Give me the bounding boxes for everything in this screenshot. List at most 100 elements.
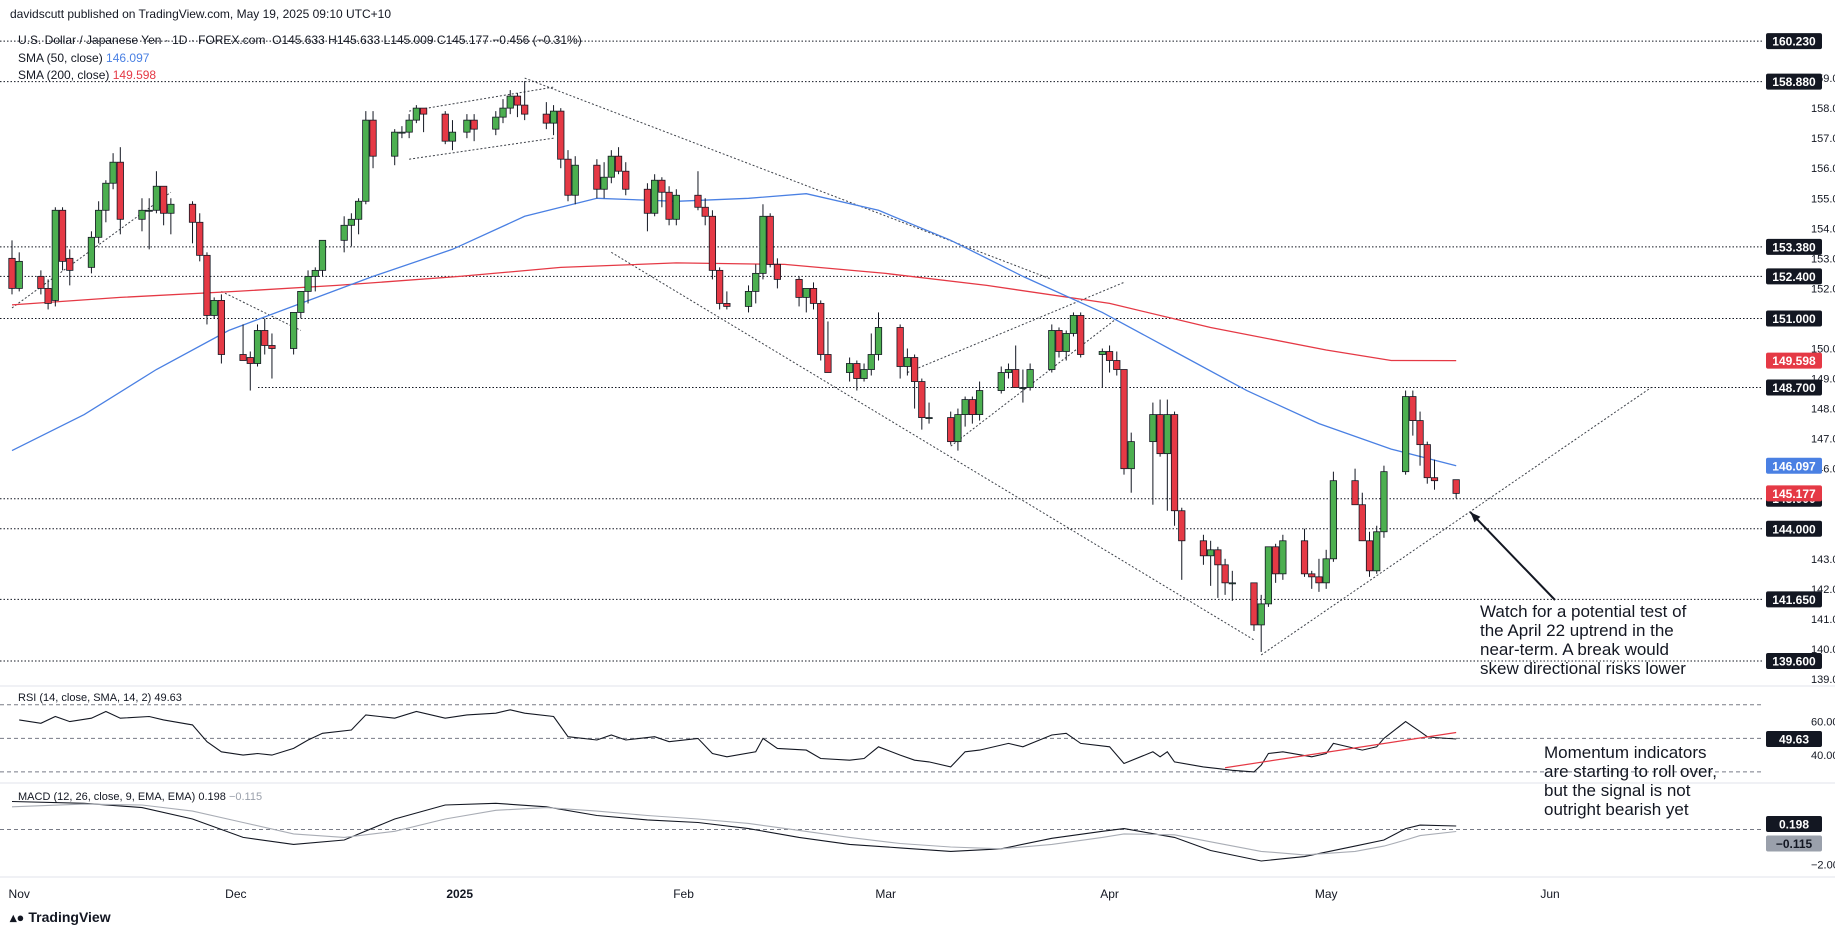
candle-body: [506, 95, 514, 109]
candle: [1012, 345, 1020, 388]
candle-body: [102, 182, 110, 211]
candle: [196, 213, 204, 262]
candle-body: [340, 224, 348, 241]
trendline: [950, 318, 1118, 447]
candle: [15, 252, 23, 292]
candle-body: [253, 330, 262, 364]
candle: [1416, 411, 1424, 466]
candle: [896, 324, 904, 379]
level-badge-text: 144.000: [1772, 522, 1816, 536]
candle: [716, 267, 724, 310]
price-badge: 145.177: [1766, 485, 1822, 502]
candle: [1149, 402, 1157, 505]
macd-signal-line: [11, 803, 1457, 856]
candle-body: [1163, 414, 1171, 455]
price-badge-bg: [1766, 457, 1822, 474]
candle-body: [145, 209, 153, 212]
trendline: [1260, 387, 1652, 656]
candle: [340, 216, 348, 253]
candle-body: [752, 272, 760, 292]
candle-body: [701, 206, 709, 217]
candle-body: [557, 110, 565, 160]
level-badge-text: 153.380: [1772, 240, 1816, 254]
candle-body: [1026, 369, 1034, 388]
candle: [167, 198, 175, 235]
candle-body: [723, 303, 731, 307]
candle-body: [470, 119, 478, 130]
candle-body: [542, 113, 550, 124]
macd-legend: MACD (12, 26, close, 9, EMA, EMA) 0.198 …: [18, 791, 262, 803]
price-tick-label: 157.000: [1811, 133, 1835, 145]
level-badge-text: 160.230: [1772, 35, 1816, 49]
candle-body: [860, 369, 868, 379]
candle-body: [759, 215, 767, 274]
candle-body: [708, 215, 717, 271]
candle: [102, 180, 110, 223]
candle: [499, 99, 507, 124]
level-badge-bg: [1766, 652, 1822, 669]
candle-body: [795, 278, 803, 298]
candle: [506, 90, 514, 115]
date-tick-label: May: [1315, 887, 1338, 901]
candle: [665, 186, 673, 226]
candle-body: [1214, 549, 1222, 566]
candle-body: [1221, 564, 1229, 584]
candle: [441, 111, 449, 145]
candle: [997, 366, 1005, 394]
candle-body: [66, 257, 74, 271]
candle: [1199, 534, 1208, 565]
candle: [968, 396, 976, 424]
candle: [521, 81, 529, 121]
candle: [961, 396, 969, 427]
price-badge-bg: [1766, 352, 1822, 369]
price-tick-label: 139.000: [1811, 674, 1835, 686]
candle-body: [968, 399, 976, 415]
candle: [809, 282, 818, 310]
candle: [188, 201, 197, 244]
candle-body: [311, 269, 319, 277]
date-tick-label: Apr: [1100, 887, 1119, 901]
level-badge-bg: [1766, 73, 1822, 90]
momentum-note-line: but the signal is not: [1544, 781, 1691, 800]
candle: [37, 270, 45, 295]
candle-body: [672, 194, 680, 220]
candle: [1077, 312, 1085, 358]
candle: [549, 105, 558, 136]
candle-body: [925, 417, 933, 419]
candle: [947, 411, 955, 445]
price-badge: 149.598: [1766, 352, 1822, 369]
candle: [152, 171, 161, 214]
level-badge: 151.000: [1766, 310, 1822, 327]
macd-signal-badge-bg: [1766, 835, 1822, 852]
candle-body: [188, 203, 197, 223]
candle-body: [607, 155, 615, 178]
candle-body: [1365, 540, 1374, 572]
candle-body: [318, 239, 327, 271]
candle: [419, 107, 428, 133]
candle: [1048, 324, 1056, 373]
candle-body: [961, 399, 969, 415]
candle: [1178, 507, 1186, 580]
candle: [1423, 441, 1431, 484]
tradingview-logo[interactable]: ▴● TradingView: [10, 909, 111, 926]
candle: [744, 285, 753, 313]
candle: [1322, 549, 1330, 589]
candle-body: [1178, 510, 1186, 542]
candle-body: [160, 185, 168, 214]
candle-body: [802, 287, 810, 298]
candle: [470, 114, 478, 142]
macd-signal-badge-text: −0.115: [1776, 837, 1813, 851]
candle: [1127, 432, 1135, 493]
price-tick-label: 147.000: [1811, 434, 1835, 446]
candle: [564, 150, 572, 202]
momentum-note-line: are starting to roll over,: [1544, 762, 1717, 781]
level-badge: 144.000: [1766, 520, 1822, 537]
candle: [1004, 363, 1013, 379]
candle: [268, 333, 276, 379]
trendline: [409, 86, 554, 112]
candle-body: [1113, 360, 1121, 370]
candle-body: [138, 209, 146, 220]
candle: [138, 198, 146, 232]
price-tick-label: 148.000: [1811, 404, 1835, 416]
price-tick-label: 150.000: [1811, 343, 1835, 355]
